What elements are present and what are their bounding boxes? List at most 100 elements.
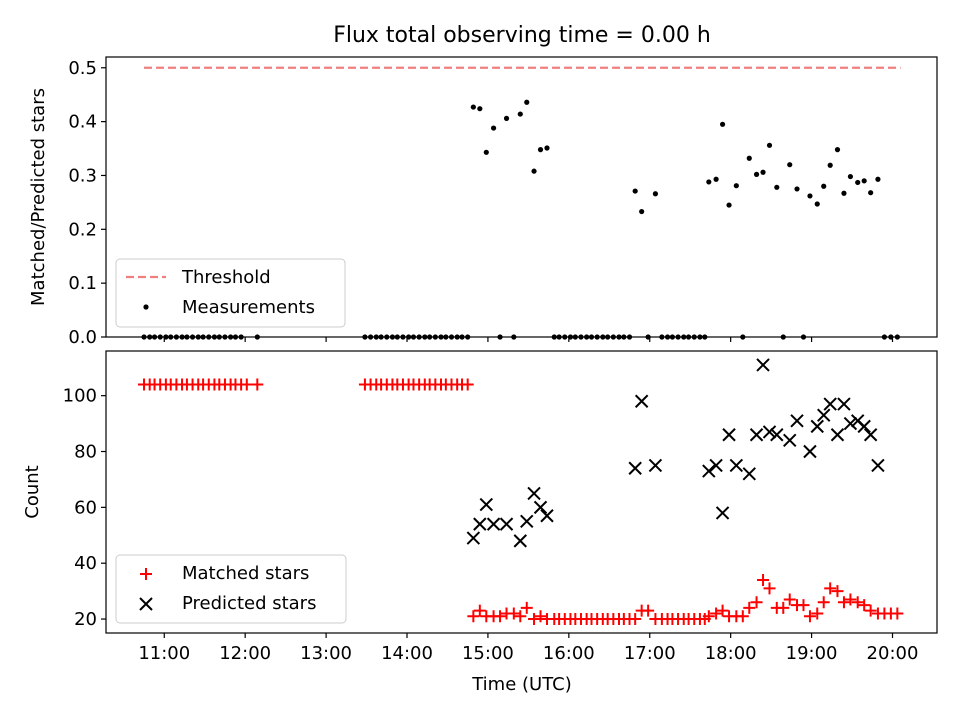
measurement-point (706, 179, 712, 185)
predicted-stars-point (722, 428, 736, 442)
x-axis-label: Time (UTC) (471, 674, 572, 695)
legend-matched-label: Matched stars (182, 563, 309, 584)
x-tick-label: 14:00 (381, 643, 433, 664)
measurement-point (746, 155, 752, 161)
measurement-point (875, 176, 881, 182)
top-y-axis-label: Matched/Predicted stars (28, 88, 49, 306)
matched-stars-point (743, 601, 756, 614)
measurement-point (639, 208, 645, 215)
matched-stars-point (461, 378, 474, 391)
top-axes: 0.0 0.1 0.2 0.3 0.4 0.5 (68, 58, 894, 348)
predicted-stars-point (803, 444, 817, 459)
measurement-point (652, 191, 659, 197)
top-panel: 0.0 0.1 0.2 0.3 0.4 0.5 Matched/Predicted sta… (28, 56, 938, 348)
bottom-axes: 20 40 60 80 100 11:00 12:00 13:00 14:00 15:00 16:0… (63, 386, 919, 664)
bottom-plot-area (138, 358, 904, 626)
measurement-point (774, 184, 780, 190)
measurement-point (861, 178, 867, 184)
predicted-stars-point (843, 416, 858, 431)
measurement-point (760, 169, 766, 175)
legend-measurements-label: Measurements (182, 297, 315, 318)
predicted-stars-point (520, 514, 534, 529)
top-y-tick-label: 0.1 (68, 273, 97, 294)
predicted-stars-point (863, 428, 878, 442)
predicted-stars-point (648, 458, 663, 473)
measurement-point (847, 173, 854, 180)
legend-matched-swatch (140, 568, 152, 580)
predicted-stars-point (479, 497, 494, 512)
predicted-stars-point (817, 408, 831, 422)
matched-stars-point (803, 610, 816, 623)
matched-stars-point (240, 378, 253, 391)
measurement-point (483, 149, 489, 155)
legend-predicted-label: Predicted stars (182, 593, 316, 614)
measurement-point (766, 142, 773, 148)
measurement-point (632, 188, 638, 194)
top-y-tick-label: 0.5 (68, 58, 97, 79)
top-legend: Threshold Measurements (115, 258, 346, 328)
bottom-axes-frame (105, 350, 938, 634)
x-tick-label: 18:00 (705, 643, 757, 664)
bottom-y-tick-label: 20 (74, 609, 97, 630)
measurement-point (544, 145, 550, 151)
matched-stars-point (858, 599, 871, 612)
matched-stars-point (629, 613, 642, 626)
measurement-point (490, 125, 497, 131)
x-tick-label: 17:00 (624, 643, 676, 664)
matched-stars-point (251, 378, 264, 391)
measurement-point (807, 193, 813, 199)
bottom-legend-box (115, 554, 347, 624)
measurement-point (503, 115, 510, 121)
predicted-stars-point (533, 500, 548, 515)
measurement-point (470, 104, 476, 110)
measurement-point (726, 202, 732, 208)
predicted-stars-point (499, 517, 514, 531)
predicted-stars-point (830, 428, 845, 442)
bottom-y-tick-label: 80 (74, 442, 97, 463)
top-y-tick-label: 0.0 (68, 327, 97, 348)
matched-stars-point (864, 604, 877, 617)
matched-stars-point (763, 582, 776, 595)
matched-stars-point (702, 610, 715, 623)
measurement-point (719, 121, 726, 127)
measurement-point (537, 147, 544, 153)
matched-stars-point (494, 610, 507, 623)
predicted-stars-point (709, 458, 723, 473)
matched-stars-point (851, 596, 864, 609)
predicted-stars-point (837, 397, 851, 411)
top-y-tick-label: 0.2 (68, 219, 97, 240)
matched-stars-point (797, 599, 810, 612)
matched-stars-point (811, 607, 824, 620)
measurement-point (827, 162, 833, 168)
matched-stars-point (642, 604, 655, 617)
matched-stars-point (831, 585, 844, 598)
measurement-point (517, 111, 523, 117)
x-tick-label: 16:00 (543, 643, 595, 664)
predicted-stars-point (702, 464, 716, 478)
predicted-stars-point (527, 486, 541, 501)
predicted-stars-point (628, 461, 642, 475)
legend-measurements-swatch (143, 304, 149, 310)
x-tick-label: 12:00 (219, 643, 271, 664)
measurement-point (794, 186, 800, 192)
measurement-point (733, 183, 739, 189)
predicted-stars-point (823, 397, 837, 411)
matched-stars-point (534, 610, 547, 623)
bottom-panel: 20 40 60 80 100 11:00 12:00 13:00 14:00 15:00 16:0… (22, 350, 938, 695)
measurement-point (477, 106, 483, 112)
predicted-stars-point (790, 414, 804, 428)
predicted-stars-point (466, 531, 481, 545)
matched-stars-point (514, 610, 527, 623)
predicted-stars-point (762, 425, 777, 439)
matched-stars-point (817, 596, 830, 609)
predicted-stars-point (513, 534, 527, 548)
matched-stars-point (891, 607, 904, 620)
measurement-point (713, 176, 719, 182)
predicted-stars-point (729, 458, 744, 473)
matched-stars-point (783, 593, 796, 606)
matched-stars-point (520, 601, 533, 614)
predicted-stars-point (756, 358, 770, 372)
predicted-stars-point (857, 419, 871, 434)
matched-stars-point (824, 582, 837, 595)
